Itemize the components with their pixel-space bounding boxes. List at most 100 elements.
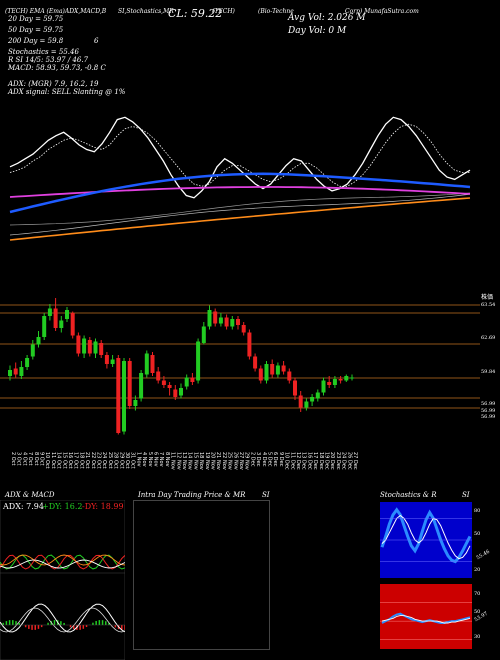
stoch-tick-50: 50: [474, 531, 481, 537]
header-right: Corp) MunafaSutra.com: [345, 8, 419, 15]
ema50-line: [9, 186, 471, 198]
candle-body: [53, 308, 58, 328]
header-mid2: (Bio-Techne: [258, 8, 294, 15]
price-label-close: 59.84: [481, 369, 496, 375]
candle-body: [310, 397, 315, 402]
date-label: 7 Nov: [158, 452, 164, 467]
date-label: 4 Oct: [21, 452, 27, 465]
date-label: 21 Nov: [215, 452, 221, 470]
candle-body: [42, 316, 47, 337]
date-label: 28 Oct: [113, 452, 119, 469]
ema-gray-line: [9, 192, 471, 226]
rsi-tick-30: 30: [474, 634, 481, 640]
candle-body: [104, 355, 109, 364]
candle-body: [275, 365, 280, 375]
date-label: 9 Oct: [39, 452, 45, 465]
date-label: 11 Oct: [50, 452, 56, 469]
ema-lines-group: [9, 116, 471, 241]
header-mid: SI,Stochastics,MR: [118, 8, 174, 15]
candle-body: [133, 400, 138, 406]
candle-body: [196, 341, 201, 381]
date-label: 25 Nov: [227, 452, 233, 470]
candle-body: [321, 380, 326, 393]
candle-body: [144, 353, 149, 375]
candle-body: [150, 355, 155, 373]
date-label: 19 Nov: [204, 452, 210, 470]
date-label: 27 Dec: [352, 452, 358, 470]
price-label-top: 63.54: [481, 302, 496, 308]
date-label: 26 Dec: [346, 452, 352, 470]
date-label: 10 Oct: [44, 452, 50, 469]
ema200-label: 200 Day = 59.8: [8, 37, 64, 45]
candle-body: [13, 368, 18, 375]
date-label: 16 Oct: [67, 452, 73, 469]
intraday-panel: [133, 500, 270, 650]
price-label-mid: 62.69: [481, 335, 496, 341]
date-label: 2 Dec: [249, 452, 255, 467]
header-left: (TECH) EMA (Ema)ADX,MACD,B: [5, 8, 107, 15]
intraday-si: SI: [262, 491, 270, 499]
date-label: 27 Nov: [238, 452, 244, 470]
stochastic-signal-line: [9, 123, 470, 187]
stoch-label: Stochastics = 55.46: [8, 48, 79, 56]
candle-body: [293, 380, 297, 396]
intraday-title: Intra Day Trading Price & MR: [138, 491, 246, 499]
candle-body: [59, 320, 64, 328]
candle-body: [270, 364, 275, 375]
price-label-low1: 56.99: [481, 401, 496, 407]
date-label: 7 Oct: [27, 452, 33, 465]
candle-body: [332, 379, 337, 385]
date-label: 25 Oct: [107, 452, 113, 469]
candle-body: [281, 365, 286, 372]
adx-macd-panel: [0, 500, 125, 660]
minus-di-line: [0, 554, 125, 570]
price-axis-title: 株価: [481, 294, 494, 301]
candle-body: [30, 344, 35, 357]
candle-body: [93, 341, 98, 354]
adx-line: [0, 554, 125, 566]
candle-body: [350, 377, 354, 379]
date-label: 30 Oct: [124, 452, 130, 469]
candle-body: [110, 359, 115, 364]
date-label: 31 Oct: [130, 452, 136, 469]
candle-body: [19, 367, 24, 376]
adx-value: ADX: 7.94: [3, 502, 44, 511]
stoch-rsi-title: Stochastics & R: [380, 491, 437, 499]
date-label: 2 Oct: [10, 452, 16, 465]
date-label: 20 Dec: [329, 452, 335, 470]
date-label: 15 Nov: [192, 452, 198, 470]
candle-body: [230, 319, 235, 327]
date-label: 12 Nov: [175, 452, 181, 470]
adx-macd-title: ADX & MACD: [5, 491, 55, 499]
candle-body: [139, 373, 144, 399]
rsi-bg: [380, 584, 472, 649]
candle-body: [344, 376, 349, 381]
stoch-tick-80: 80: [474, 508, 481, 514]
candle-body: [161, 380, 166, 385]
candle-body: [304, 401, 309, 408]
date-label: 4 Dec: [261, 452, 267, 467]
date-label: 29 Nov: [244, 452, 250, 470]
candle-body: [315, 392, 320, 399]
date-label: 13 Dec: [301, 452, 307, 470]
candle-body: [70, 313, 75, 336]
date-label: 22 Oct: [90, 452, 96, 469]
minus-di-value: -DY: 18.99: [82, 502, 124, 511]
date-label: 21 Oct: [84, 452, 90, 469]
ema200-line: [9, 197, 471, 241]
candle-body: [287, 371, 292, 381]
candle-body: [127, 361, 132, 406]
candle-body: [224, 317, 229, 327]
date-label: 18 Nov: [198, 452, 204, 470]
rsi-signal-line: [381, 615, 471, 624]
candle-body: [179, 388, 183, 396]
candle-body: [247, 332, 252, 357]
candle-body: [47, 308, 52, 316]
rsi-tick-70: 70: [474, 591, 481, 597]
candle-body: [87, 340, 92, 354]
date-label: 16 Dec: [306, 452, 312, 470]
candle-body: [36, 337, 41, 345]
candle-body: [122, 361, 126, 432]
price-label-low3: 56.99: [481, 414, 496, 420]
